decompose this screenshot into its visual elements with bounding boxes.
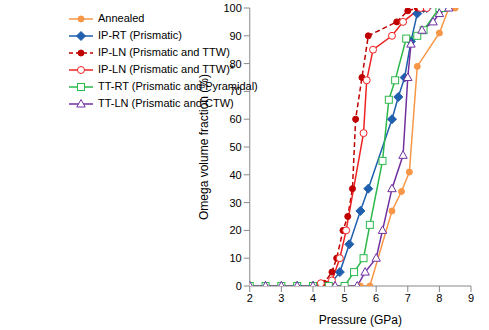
svg-text:8: 8 xyxy=(436,292,442,304)
svg-text:0: 0 xyxy=(236,280,242,292)
svg-text:20: 20 xyxy=(230,224,242,236)
svg-text:80: 80 xyxy=(230,58,242,70)
svg-text:60: 60 xyxy=(230,113,242,125)
svg-text:Omega volume fraction (%): Omega volume fraction (%) xyxy=(197,74,211,220)
svg-text:10: 10 xyxy=(230,252,242,264)
svg-text:9: 9 xyxy=(468,292,474,304)
svg-text:7: 7 xyxy=(405,292,411,304)
svg-text:40: 40 xyxy=(230,169,242,181)
svg-text:6: 6 xyxy=(373,292,379,304)
svg-text:70: 70 xyxy=(230,85,242,97)
svg-text:100: 100 xyxy=(223,2,241,14)
svg-text:50: 50 xyxy=(230,141,242,153)
svg-text:Pressure (GPa): Pressure (GPa) xyxy=(319,313,402,327)
svg-text:30: 30 xyxy=(230,197,242,209)
svg-text:5: 5 xyxy=(342,292,348,304)
svg-text:90: 90 xyxy=(230,30,242,42)
svg-text:3: 3 xyxy=(278,292,284,304)
svg-text:4: 4 xyxy=(310,292,316,304)
svg-text:2: 2 xyxy=(247,292,253,304)
